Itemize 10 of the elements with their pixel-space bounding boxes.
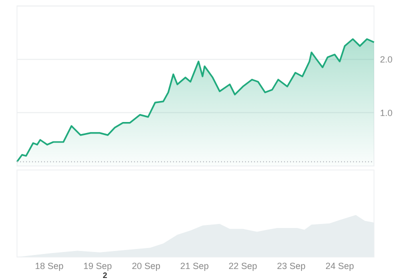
y-tick-label: 1.0 (380, 108, 393, 118)
x-tick-label: 18 Sep (35, 261, 64, 271)
x-tick-label: 19 Sep (83, 261, 112, 271)
x-tick-label: 20 Sep (132, 261, 160, 271)
text: 2 (102, 271, 108, 280)
x-tick-label: 23 Sep (277, 261, 306, 271)
x-tick-label: 24 Sep (325, 261, 354, 271)
x-tick-label: 21 Sep (180, 261, 209, 271)
y-tick-label: 2.0 (380, 54, 393, 64)
x-tick-label: 22 Sep (228, 261, 258, 271)
